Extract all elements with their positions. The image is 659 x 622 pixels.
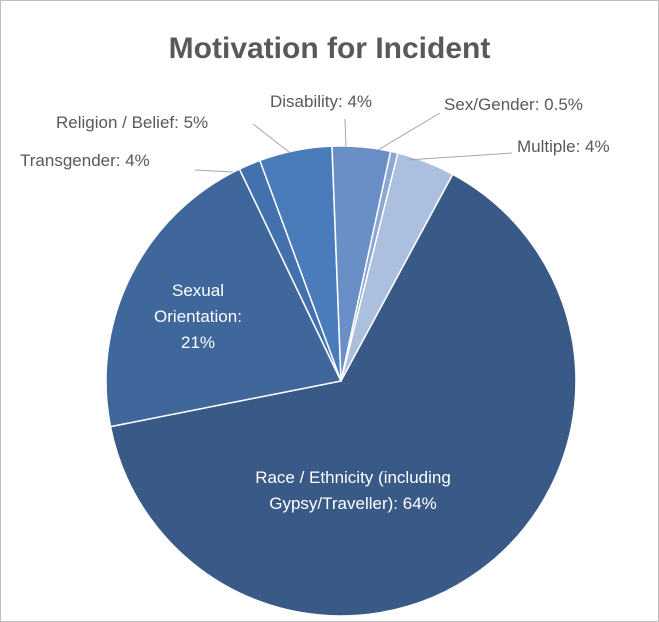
leader-line-transgender: [194, 169, 234, 173]
data-label-sexual-orientation: Sexual Orientation: 21%: [154, 281, 242, 352]
leader-line-religion-belief: [252, 123, 290, 153]
data-label-race-ethnicity-including-gypsy-traveller: Race / Ethnicity (including Gypsy/Travell…: [255, 468, 451, 513]
pie-slice-race-ethnicity-including-gypsy-traveller: [109, 173, 577, 617]
leader-line-multiple: [406, 152, 513, 161]
leader-line-sex-gender: [377, 112, 441, 151]
data-label-religion-belief: Religion / Belief: 5%: [56, 113, 208, 132]
pie-slice-sexual-orientation: [105, 168, 343, 428]
leader-line-disability: [344, 118, 347, 149]
chart-title: Motivation for Incident: [168, 32, 491, 65]
data-label-transgender: Transgender: 4%: [20, 151, 150, 170]
data-label-disability: Disability: 4%: [270, 92, 372, 111]
data-label-multiple: Multiple: 4%: [517, 137, 610, 156]
data-label-sex-gender: Sex/Gender: 0.5%: [444, 95, 583, 114]
pie-slice-sex-gender: [340, 150, 399, 382]
